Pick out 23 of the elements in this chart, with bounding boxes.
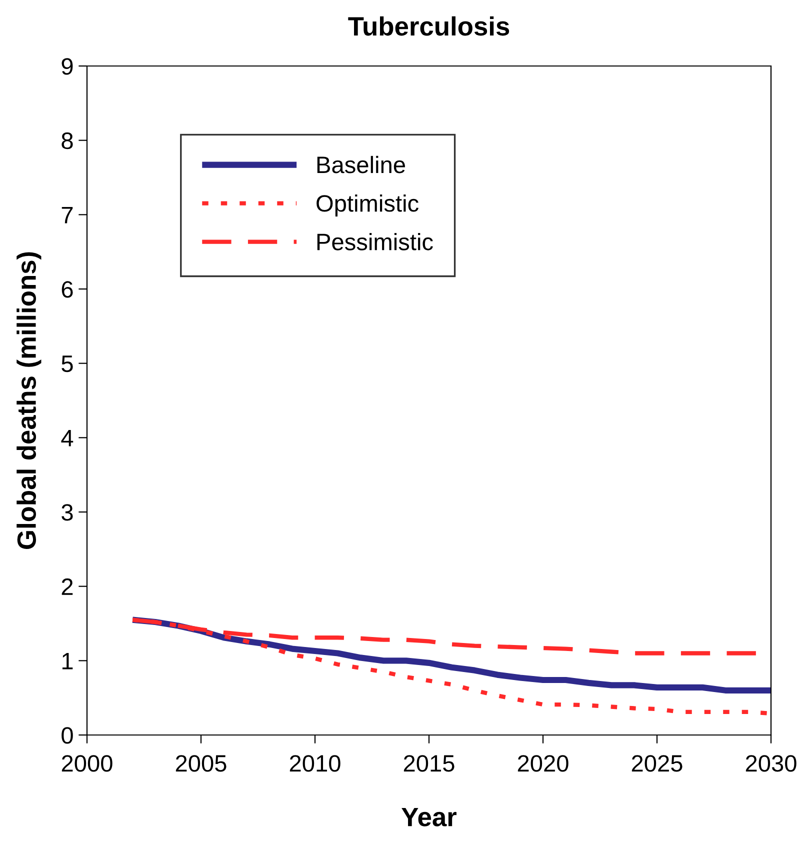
y-tick-label: 3 <box>62 504 73 521</box>
y-tick-label: 6 <box>62 281 73 298</box>
legend-label: Baseline <box>317 156 405 174</box>
y-tick-label: 4 <box>61 430 74 446</box>
x-tick-label: 2030 <box>746 755 796 772</box>
chart-title: Tuberculosis <box>348 16 510 36</box>
x-axis-title: Year <box>402 808 456 826</box>
y-tick-label: 5 <box>62 356 73 372</box>
legend-label: Pessimistic <box>317 232 433 250</box>
x-tick-label: 2010 <box>290 755 340 772</box>
x-tick-label: 2005 <box>176 755 226 772</box>
y-tick-label: 7 <box>62 206 73 224</box>
y-axis-title: Global deaths (millions) <box>16 252 42 549</box>
y-tick-label: 2 <box>62 578 73 595</box>
x-tick-label: 2025 <box>632 755 682 772</box>
x-tick-label: 2020 <box>518 755 568 772</box>
y-tick-label: 0 <box>62 727 73 744</box>
y-tick-label: 9 <box>62 58 73 75</box>
x-tick-label: 2000 <box>62 755 112 772</box>
y-tick-label: 8 <box>62 132 73 150</box>
x-tick-label: 2015 <box>404 755 454 772</box>
legend-label: Optimistic <box>316 194 418 216</box>
y-tick-label: 1 <box>62 652 73 670</box>
